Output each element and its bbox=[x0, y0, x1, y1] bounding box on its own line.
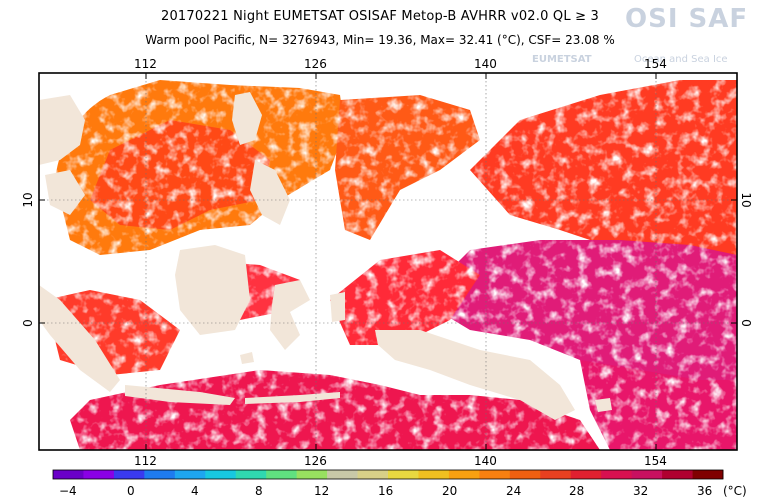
colorbar-label-32: 32 bbox=[633, 484, 649, 498]
sst-region-central-north bbox=[335, 95, 480, 240]
colorbar-swatch bbox=[388, 470, 419, 479]
colorbar-swatch bbox=[174, 470, 206, 479]
sst-data-layer bbox=[45, 80, 737, 450]
colorbar-swatch bbox=[296, 470, 328, 479]
land-new-guinea bbox=[375, 330, 575, 420]
lat-tick-left-10: 10 bbox=[21, 192, 35, 208]
land-java bbox=[125, 385, 235, 405]
colorbar-swatch bbox=[418, 470, 450, 479]
colorbar-swatch bbox=[327, 470, 358, 479]
colorbar-swatch bbox=[357, 470, 389, 479]
land-sulawesi bbox=[270, 280, 310, 350]
sst-region-southeast bbox=[580, 360, 737, 450]
sst-region-south bbox=[70, 370, 600, 450]
lat-tick-right-0: 0 bbox=[739, 319, 753, 327]
land-halmahera bbox=[330, 292, 345, 322]
lon-tick-top-140: 140 bbox=[474, 57, 497, 71]
colorbar-label-4: 4 bbox=[191, 484, 199, 498]
colorbar-swatch bbox=[448, 470, 480, 479]
lon-tick-bottom-126: 126 bbox=[304, 454, 327, 468]
colorbar-swatch bbox=[53, 470, 84, 479]
graticule bbox=[39, 73, 737, 450]
land-lesser-sunda bbox=[245, 392, 340, 404]
colorbar-label-m4: −4 bbox=[59, 484, 77, 498]
colorbar-label-0: 0 bbox=[127, 484, 135, 498]
colorbar-swatch bbox=[631, 470, 663, 479]
colorbar-swatch bbox=[540, 470, 572, 479]
land-indochina-south bbox=[45, 170, 85, 215]
land-sumatra bbox=[39, 285, 120, 392]
title-line-1: 20170221 Night EUMETSAT OSISAF Metop-B A… bbox=[160, 9, 600, 24]
land-indochina bbox=[39, 95, 85, 165]
lon-tick-top-154: 154 bbox=[644, 57, 667, 71]
colorbar-swatch bbox=[266, 470, 298, 479]
lon-tick-top-112: 112 bbox=[134, 57, 157, 71]
colorbar-swatch bbox=[509, 470, 541, 479]
colorbar-swatch bbox=[570, 470, 602, 479]
colorbar-swatch bbox=[144, 470, 176, 479]
colorbar-swatch bbox=[83, 470, 115, 479]
logo-eumetsat: EUMETSAT bbox=[532, 54, 592, 65]
lat-tick-left-0: 0 bbox=[21, 319, 35, 327]
colorbar-swatch bbox=[601, 470, 633, 479]
colorbar-label-20: 20 bbox=[442, 484, 458, 498]
land-philippines-luzon bbox=[232, 92, 262, 145]
sst-region-northwest-warm bbox=[90, 120, 270, 230]
colorbar-swatch bbox=[662, 470, 693, 479]
colorbar-swatch bbox=[235, 470, 267, 479]
colorbar-label-8: 8 bbox=[255, 484, 263, 498]
colorbar-swatch bbox=[205, 470, 237, 479]
lon-tick-top-126: 126 bbox=[304, 57, 327, 71]
colorbar-label-16: 16 bbox=[378, 484, 394, 498]
colorbar-swatch bbox=[692, 470, 724, 479]
land-small-island-1 bbox=[240, 352, 254, 364]
map-frame bbox=[38, 72, 738, 451]
colorbar-label-12: 12 bbox=[314, 484, 330, 498]
land-philippines-south bbox=[250, 160, 290, 225]
logo-name: OSI SAF bbox=[625, 4, 749, 34]
sst-region-warm-pool bbox=[420, 240, 737, 390]
frame-ticks bbox=[39, 73, 737, 450]
colorbar-unit: (°C) bbox=[723, 484, 747, 498]
title-line-2: Warm pool Pacific, N= 3276943, Min= 19.3… bbox=[145, 33, 615, 47]
sst-region-northeast bbox=[470, 80, 737, 270]
land-layer bbox=[39, 92, 612, 420]
logo-ocean-sea-ice: Ocean and Sea Ice bbox=[634, 54, 728, 65]
colorbar-label-24: 24 bbox=[506, 484, 522, 498]
lat-tick-right-10: 10 bbox=[739, 192, 753, 208]
colorbar-label-36: 36 bbox=[697, 484, 713, 498]
colorbar-swatch bbox=[113, 470, 145, 479]
colorbar-label-28: 28 bbox=[569, 484, 585, 498]
land-borneo bbox=[175, 245, 250, 335]
colorbar-outline bbox=[52, 469, 724, 480]
sst-region-central-band bbox=[330, 250, 480, 345]
colorbar-swatch bbox=[479, 470, 511, 479]
lon-tick-bottom-140: 140 bbox=[474, 454, 497, 468]
colorbar bbox=[52, 469, 724, 480]
lon-tick-bottom-154: 154 bbox=[644, 454, 667, 468]
land-small-island-2 bbox=[595, 398, 612, 412]
lon-tick-bottom-112: 112 bbox=[134, 454, 157, 468]
